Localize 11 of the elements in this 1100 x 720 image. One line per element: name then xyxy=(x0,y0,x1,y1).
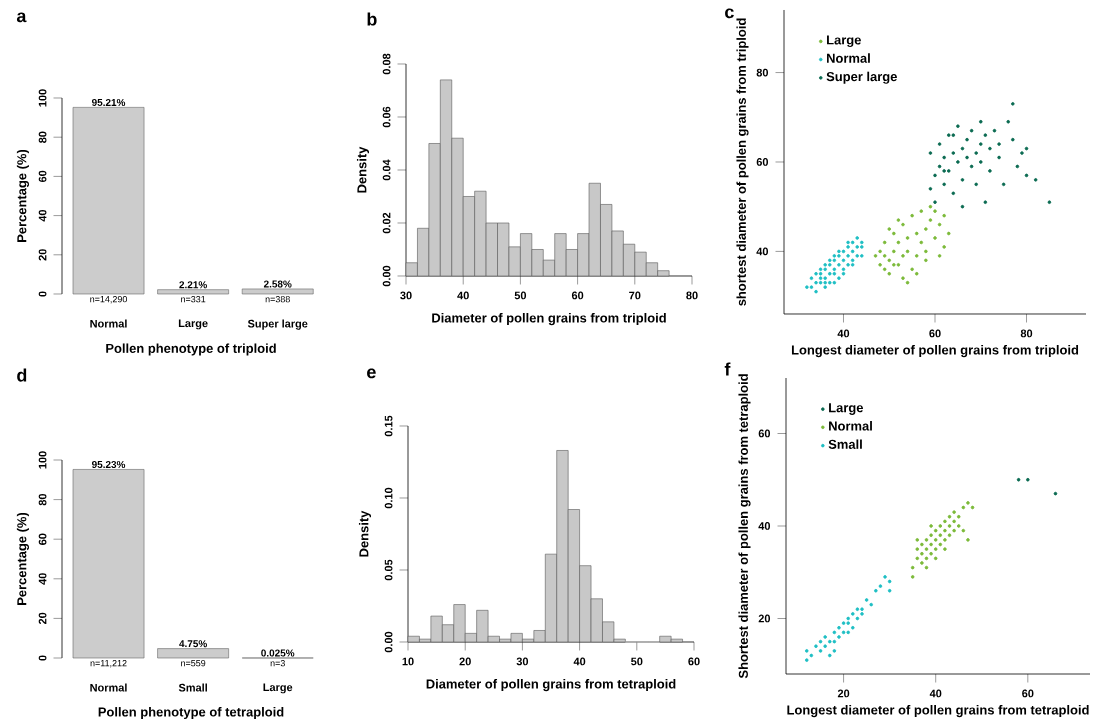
chart-title: d xyxy=(17,368,27,382)
chart-title: b xyxy=(367,12,377,26)
bar xyxy=(241,288,314,295)
bar xyxy=(72,469,145,659)
chart-title: a xyxy=(16,12,27,23)
chart-title: e xyxy=(367,368,376,379)
bar xyxy=(72,107,145,295)
chart-title: f xyxy=(724,362,731,376)
chart-title: c xyxy=(725,8,734,19)
bar xyxy=(157,289,229,295)
bar xyxy=(157,648,229,659)
